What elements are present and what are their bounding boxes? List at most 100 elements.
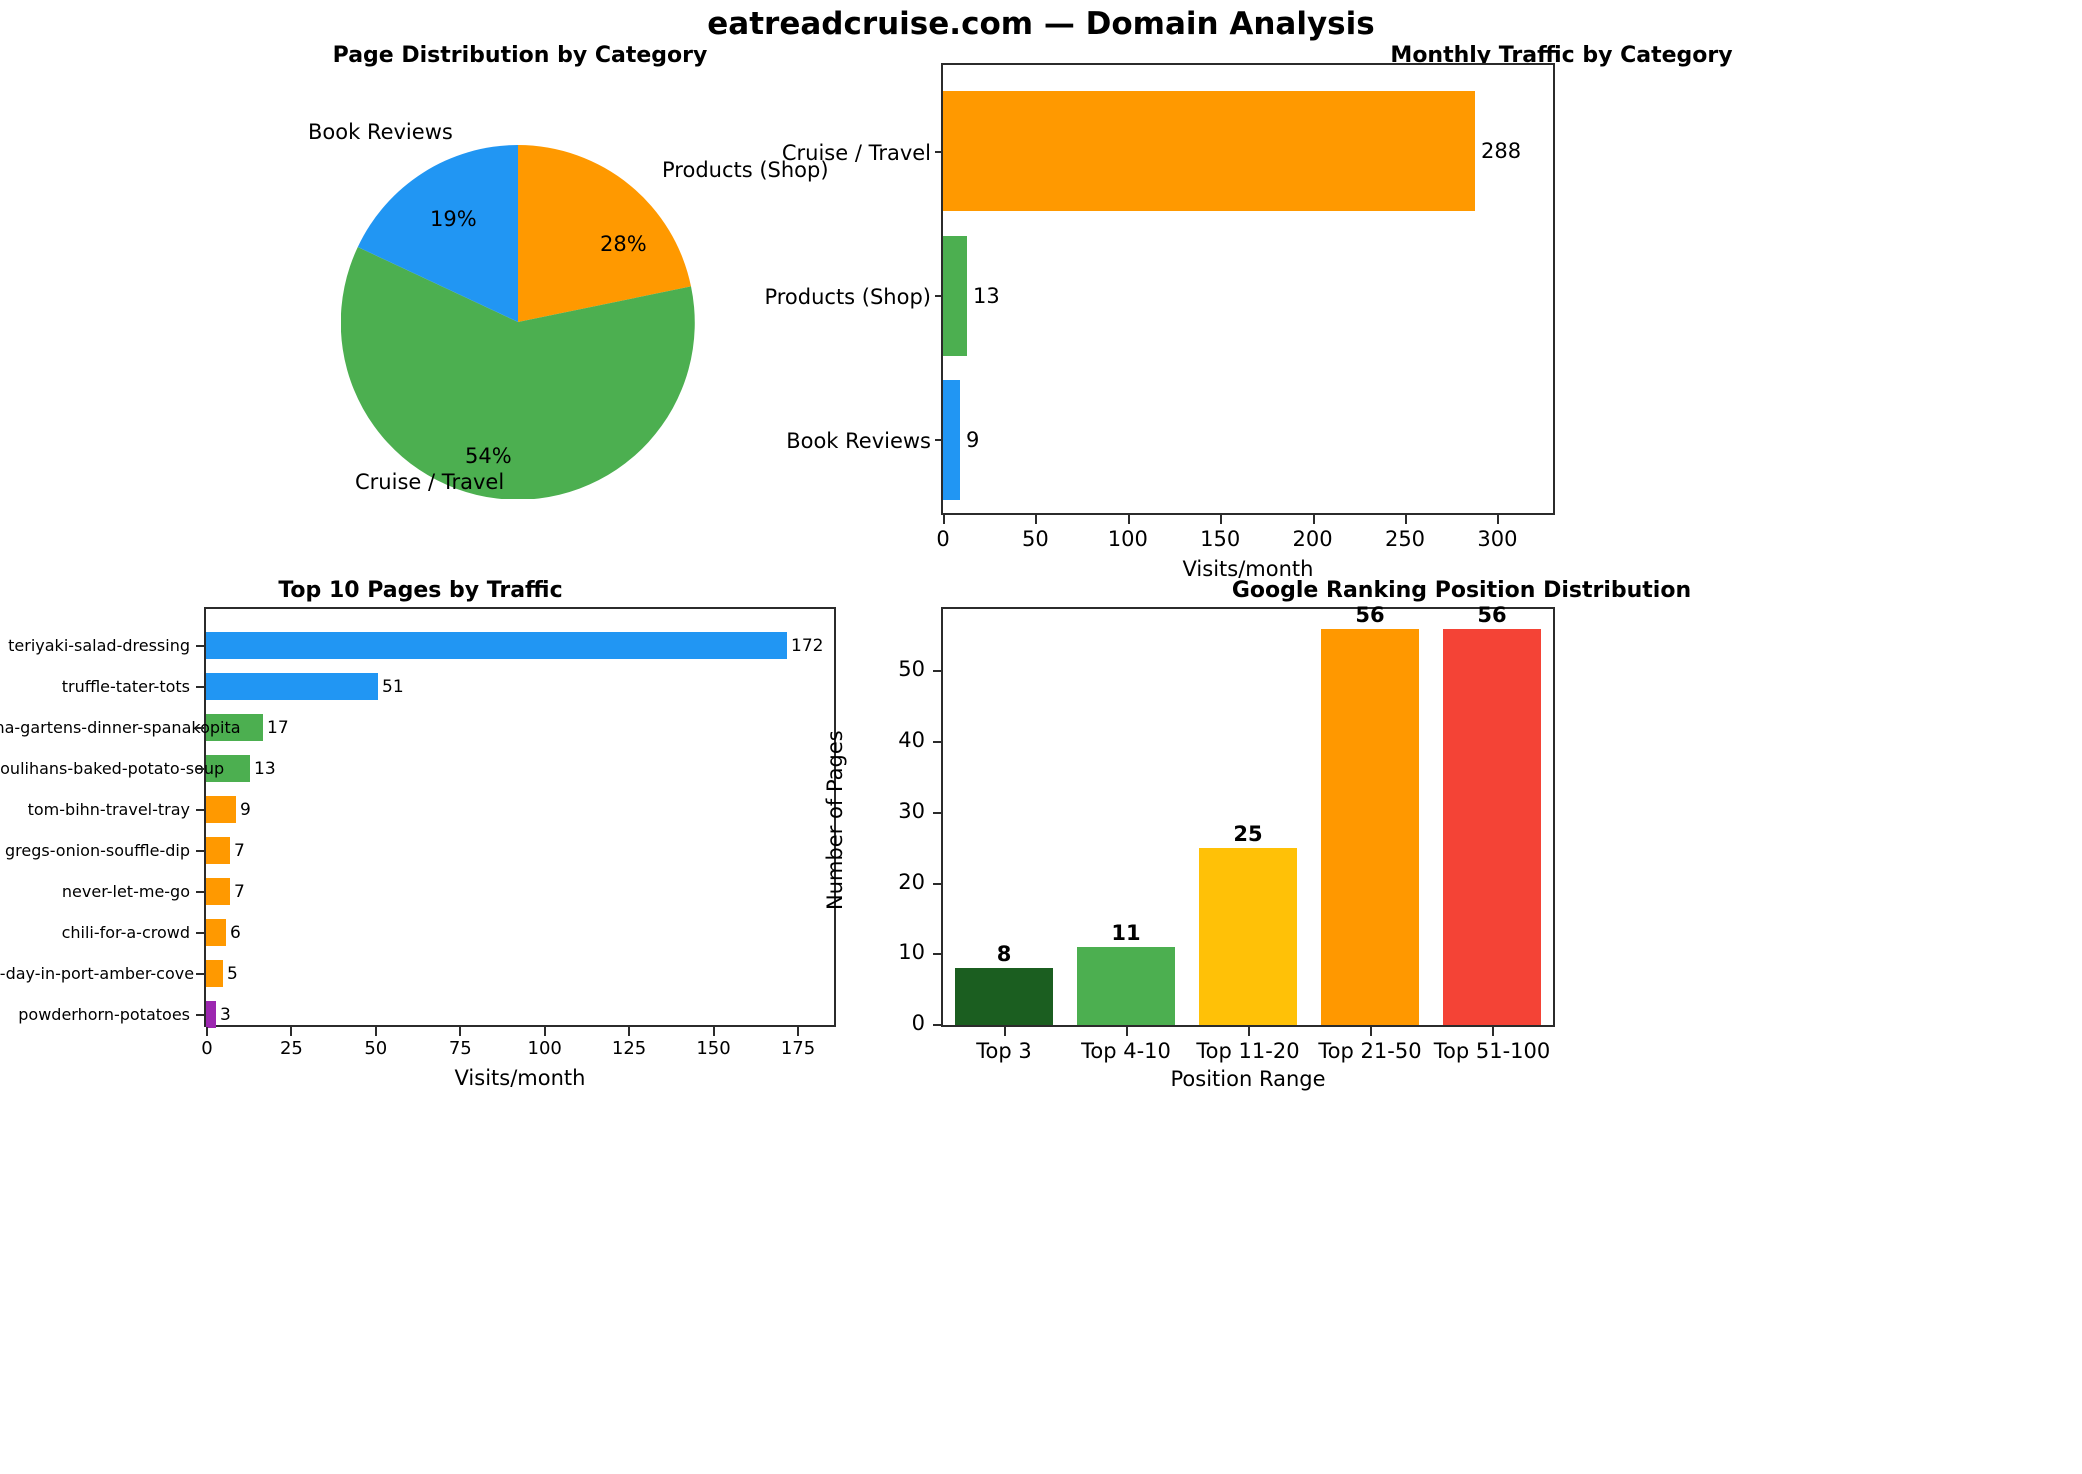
traffic-xaxis-label: Visits/month	[1182, 557, 1314, 581]
rank-value-top-21-50: 56	[1355, 603, 1385, 627]
traffic-bar-book-reviews[interactable]	[943, 380, 960, 500]
top10-bar-never-let-me-go[interactable]	[206, 878, 230, 905]
traffic-xtick-mark-5	[1405, 515, 1407, 524]
top10-bar-houlihans-baked-potato-soup[interactable]	[206, 755, 250, 782]
pie-label-products: Products (Shop)	[662, 158, 829, 182]
traffic-ytick-0	[935, 151, 943, 153]
traffic-xtick-2: 100	[1107, 527, 1148, 551]
traffic-cat-label-cruise-travel: Cruise / Travel	[781, 141, 931, 165]
top10-ytick-0	[196, 645, 204, 647]
traffic-xtick-6: 300	[1477, 527, 1518, 551]
traffic-value-cruise-travel: 288	[1481, 139, 1522, 163]
rank-bar-top-3[interactable]	[955, 968, 1053, 1025]
top10-ytick-2	[196, 727, 204, 729]
top10-label-5: gregs-onion-souffle-dip	[5, 841, 190, 860]
top10-bar-ina-gartens-dinner-spanakopita[interactable]	[206, 714, 263, 741]
traffic-xtick-5: 250	[1384, 527, 1426, 551]
rank-bar-top-4-10[interactable]	[1077, 947, 1175, 1025]
top10-xtick-mark-2	[374, 1027, 377, 1036]
top10-bar-teriyaki-salad-dressing[interactable]	[206, 632, 787, 659]
rank-xtick-3: Top 21-50	[1318, 1039, 1422, 1063]
figure-suptitle: eatreadcruise.com — Domain Analysis	[707, 6, 1375, 42]
top10-bar-row-9: 3	[206, 1001, 231, 1028]
top10-label-3: houlihans-baked-potato-soup	[0, 759, 225, 778]
rank-xtick-4: Top 51-100	[1433, 1039, 1551, 1063]
rank-yaxis-label: Number of Pages	[823, 730, 847, 910]
traffic-xtick-mark-3	[1220, 515, 1223, 524]
top10-label-0: teriyaki-salad-dressing	[8, 636, 190, 655]
pie-pct-book-reviews: 19%	[430, 207, 477, 231]
top10-xtick-mark-5	[628, 1027, 631, 1036]
top10-xtick-mark-7	[797, 1027, 799, 1036]
top10-ytick-5	[196, 850, 204, 852]
top10-xtick-5: 125	[611, 1038, 647, 1059]
top10-xtick-0: 0	[201, 1038, 213, 1059]
top10-xtick-3: 75	[448, 1038, 472, 1059]
traffic-xtick-0: 0	[936, 527, 950, 551]
traffic-bar-row-products: 13	[943, 236, 1000, 356]
ranking-distribution-panel: Google Ranking Position Distribution 8 1…	[823, 570, 2082, 1474]
top10-value-6: 7	[234, 881, 245, 902]
pie-slice-cruise-travel[interactable]	[341, 247, 695, 499]
top10-bar-row-7: 6	[206, 919, 241, 946]
traffic-xtick-mark-2	[1127, 515, 1130, 524]
top10-ytick-4	[196, 809, 204, 811]
rank-xtick-mark-2	[1248, 1027, 1250, 1036]
top10-bar-tom-bihn-travel-tray[interactable]	[206, 796, 236, 823]
rank-bar-top-51-100[interactable]	[1443, 629, 1541, 1025]
rank-value-top-4-10: 11	[1111, 921, 1141, 945]
pie-slice-book-reviews[interactable]	[357, 145, 518, 322]
top10-xtick-mark-3	[459, 1027, 462, 1036]
traffic-xtick-mark-4	[1312, 515, 1315, 524]
traffic-xtick-1: 50	[1022, 527, 1049, 551]
pie-chart-title: Page Distribution by Category	[332, 43, 708, 68]
rank-xtick-1: Top 4-10	[1081, 1039, 1171, 1063]
top10-xtick-1: 25	[279, 1038, 303, 1059]
rank-ytick-4: 40	[898, 728, 925, 752]
top10-bar-gregs-onion-souffle-dip[interactable]	[206, 837, 230, 864]
rank-xtick-2: Top 11-20	[1196, 1039, 1300, 1063]
top10-value-3: 13	[254, 758, 276, 779]
top10-value-7: 6	[230, 922, 241, 943]
rank-xtick-mark-1	[1126, 1027, 1128, 1036]
ranking-distribution-title: Google Ranking Position Distribution	[1231, 578, 1692, 603]
top10-pages-panel: Top 10 Pages by Traffic 172 51 17 13 9 7…	[0, 570, 1041, 1474]
rank-xtick-mark-4	[1492, 1027, 1494, 1036]
rank-ytick-2: 20	[898, 869, 925, 894]
traffic-bar-products[interactable]	[943, 236, 967, 356]
top10-value-5: 7	[234, 840, 245, 861]
traffic-bar-row-cruise: 288	[943, 91, 1521, 211]
top10-bar-chili-for-a-crowd[interactable]	[206, 919, 226, 946]
rank-ytick-mark-2	[933, 882, 942, 885]
pie-svg	[341, 145, 695, 499]
top10-ytick-7	[196, 932, 204, 934]
traffic-bar-cruise-travel[interactable]	[943, 91, 1475, 211]
traffic-value-book-reviews: 9	[966, 428, 980, 452]
traffic-xtick-mark-0	[943, 515, 945, 524]
top10-value-9: 3	[220, 1004, 231, 1025]
top10-pages-axes	[204, 607, 836, 1027]
top10-value-8: 5	[227, 963, 238, 984]
monthly-traffic-panel: Monthly Traffic by Category 288 13 9 Cru…	[764, 36, 2082, 596]
top10-ytick-9	[196, 1014, 204, 1016]
rank-bar-top-11-20[interactable]	[1199, 848, 1297, 1025]
rank-ytick-mark-0	[933, 1024, 942, 1026]
top10-bar-a-day-in-port-amber-cove[interactable]	[206, 960, 223, 987]
top10-bar-row-0: 172	[206, 632, 823, 659]
pie-chart-graphic	[341, 145, 695, 499]
pie-pct-products: 28%	[600, 232, 647, 256]
top10-bar-row-1: 51	[206, 673, 404, 700]
top10-label-4: tom-bihn-travel-tray	[27, 800, 190, 819]
ranking-plot-area	[943, 609, 1553, 1025]
pie-slice-products[interactable]	[518, 145, 691, 322]
top10-bar-powderhorn-potatoes[interactable]	[206, 1001, 216, 1028]
rank-xtick-mark-3	[1370, 1027, 1372, 1036]
rank-value-top-51-100: 56	[1477, 603, 1507, 627]
pie-label-cruise-travel: Cruise / Travel	[355, 470, 505, 494]
top10-xtick-2: 50	[364, 1038, 388, 1059]
top10-bar-truffle-tater-tots[interactable]	[206, 673, 378, 700]
top10-bar-row-8: 5	[206, 960, 238, 987]
rank-bar-top-21-50[interactable]	[1321, 629, 1419, 1025]
top10-label-8: a-day-in-port-amber-cove	[0, 964, 195, 983]
rank-xaxis-label: Position Range	[1170, 1067, 1326, 1091]
